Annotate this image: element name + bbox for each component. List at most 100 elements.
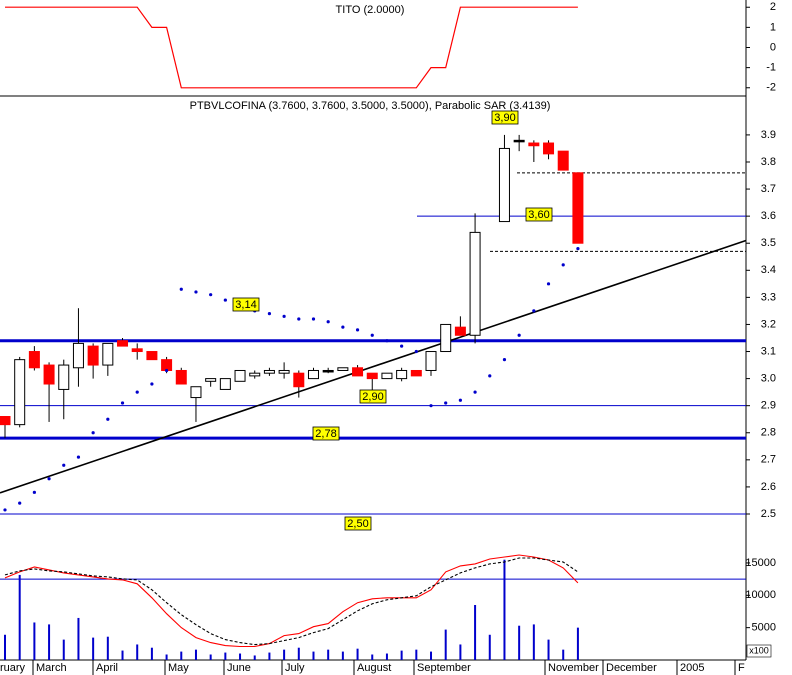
sar-dot [473,390,477,394]
y-tick-label: 3.5 [761,237,776,249]
indicator-line [5,6,578,89]
candle-body [263,369,275,374]
volume-bar [106,636,109,660]
indicator-title: TITO (2.0000) [336,4,405,16]
candle-body [58,364,70,390]
y-tick-label: 3.6 [761,210,776,222]
volume-bar [400,650,403,660]
sar-dot [370,333,374,337]
sar-dot [561,263,565,267]
candle-body [469,231,481,336]
volume-bar [150,647,153,660]
candle-body [557,150,569,171]
value-box [359,389,387,404]
x-tick-label: September [417,662,471,674]
y-tick-label: 2.7 [761,454,776,466]
candle-body [190,386,202,399]
sar-dot [164,368,169,373]
y-tick-label: -2 [766,82,776,94]
volume-bar [239,653,242,660]
sar-dot [150,382,154,386]
sar-dot [223,298,227,302]
sar-dot [135,390,139,394]
value-box [491,110,519,125]
value-box [525,207,553,222]
sar-dot [341,325,345,329]
sar-dot [355,328,360,332]
candle-body [293,372,305,388]
sar-dot [106,417,110,421]
value-box-label: 3,60 [528,209,549,221]
candle-body [219,378,231,390]
volume-bar [136,644,139,660]
volume-bar [444,629,447,660]
x-tick-label: April [96,662,118,674]
sar-dot [311,317,316,321]
candle-body [543,142,555,155]
candle-body [249,372,261,377]
x-tick-label: 2005 [680,662,704,674]
candle-body [352,367,364,377]
x-tick-label: August [357,662,391,674]
x-tick-label: March [36,662,67,674]
y-tick-label: 3.0 [761,373,776,385]
volume-bar [33,622,36,660]
sar-dot [400,344,404,348]
value-box-label: 2,90 [362,391,383,403]
volume-bar [253,655,256,660]
sar-dot [297,317,301,321]
sar-dot [385,339,389,343]
sar-dot [414,349,418,354]
candle-body [528,142,540,147]
oscillator-line [4,557,579,646]
sar-dot [488,374,492,378]
volume-bar [385,653,388,660]
x-tick-label: F [738,662,745,674]
volume-bar [459,644,462,660]
volume-bar [48,624,51,660]
value-box-label: 3,90 [494,112,515,124]
candle-body [337,367,349,371]
y-tick-label: 1 [770,21,776,33]
y-tick-label: 2.8 [761,427,776,439]
volume-bar [415,649,418,660]
volume-bar [532,624,535,660]
volume-bar [283,649,286,660]
sar-dot [91,431,95,435]
sar-dot [62,463,66,467]
candle-body [425,351,437,371]
candle-body [146,351,158,361]
candle-body [131,348,143,353]
unit-box [746,644,772,658]
candle-body [175,369,187,385]
candle-body [14,359,26,426]
sar-dot [444,401,448,405]
volume-bar [165,654,168,660]
sar-dot [120,401,125,405]
candle-body [513,139,525,143]
candle-body [410,369,422,377]
candle-body [572,172,584,244]
candle-body [161,359,173,371]
sar-dot [18,501,22,505]
candle-body [307,369,319,380]
volume-bar [209,654,212,660]
oscillator-line [4,554,579,648]
candle-body [498,147,510,223]
value-box [232,297,260,312]
candle-body [102,342,114,366]
sar-dot [194,290,198,294]
y-tick-label: 15000 [745,557,776,569]
volume-bar [62,639,65,660]
volume-bar [430,651,433,660]
volume-bar [474,605,477,660]
x-tick-label: July [285,662,305,674]
x-tick-label: June [227,662,251,674]
candle-body [234,369,246,382]
volume-bar [518,625,521,660]
y-tick-label: 2.6 [761,481,776,493]
sar-dot [282,314,286,318]
candle-body [205,378,217,382]
y-tick-label: 2 [770,1,776,13]
